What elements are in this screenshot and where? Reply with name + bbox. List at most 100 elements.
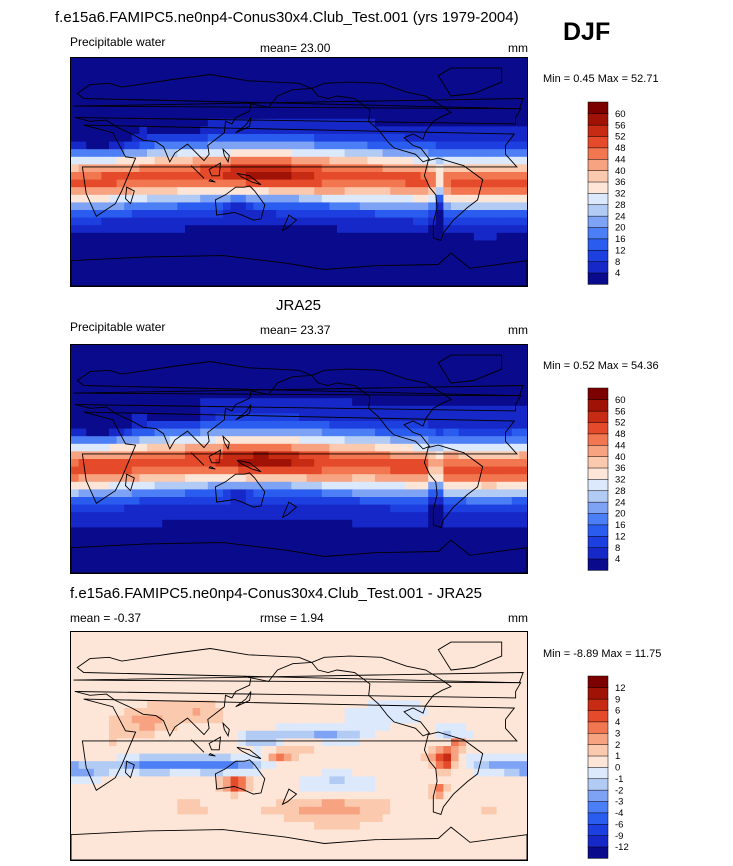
field-cell bbox=[223, 421, 232, 430]
field-cell bbox=[230, 126, 239, 135]
field-cell bbox=[504, 753, 513, 762]
field-cell bbox=[169, 776, 178, 785]
field-cell bbox=[329, 367, 338, 376]
field-cell bbox=[268, 776, 277, 785]
field-cell bbox=[245, 738, 254, 747]
field-cell bbox=[109, 383, 118, 392]
field-cell bbox=[268, 405, 277, 414]
field-cell bbox=[207, 654, 216, 663]
field-cell bbox=[306, 519, 315, 528]
field-cell bbox=[185, 542, 194, 551]
field-cell bbox=[261, 489, 270, 498]
field-cell bbox=[519, 512, 527, 521]
field-cell bbox=[306, 126, 315, 135]
field-cell bbox=[71, 768, 80, 777]
field-cell bbox=[177, 225, 186, 234]
field-cell bbox=[116, 489, 125, 498]
field-cell bbox=[101, 421, 110, 430]
field-cell bbox=[481, 383, 490, 392]
field-cell bbox=[413, 232, 422, 241]
field-cell bbox=[329, 375, 338, 384]
field-cell bbox=[359, 761, 368, 770]
field-cell bbox=[253, 73, 262, 82]
field-cell bbox=[185, 723, 194, 732]
field-cell bbox=[496, 248, 505, 257]
field-cell bbox=[321, 504, 330, 513]
field-cell bbox=[443, 700, 452, 709]
field-cell bbox=[375, 398, 384, 407]
field-cell bbox=[101, 451, 110, 460]
field-cell bbox=[230, 156, 239, 165]
field-cell bbox=[230, 217, 239, 226]
field-cell bbox=[496, 550, 505, 559]
field-cell bbox=[397, 753, 406, 762]
field-cell bbox=[78, 210, 87, 219]
field-cell bbox=[375, 164, 384, 173]
coastline bbox=[235, 404, 252, 421]
field-cell bbox=[215, 398, 224, 407]
field-cell bbox=[481, 632, 490, 641]
field-cell bbox=[109, 557, 118, 566]
field-cell bbox=[268, 194, 277, 203]
field-cell bbox=[283, 210, 292, 219]
field-cell bbox=[321, 466, 330, 475]
field-cell bbox=[321, 535, 330, 544]
field-cell bbox=[299, 504, 308, 513]
field-cell bbox=[185, 126, 194, 135]
field-cell bbox=[375, 768, 384, 777]
field-cell bbox=[473, 519, 482, 528]
field-cell bbox=[116, 557, 125, 566]
field-cell bbox=[116, 776, 125, 785]
field-cell bbox=[496, 255, 505, 264]
field-cell bbox=[451, 360, 460, 369]
coastline bbox=[71, 252, 527, 286]
field-cell bbox=[261, 367, 270, 376]
field-cell bbox=[147, 700, 156, 709]
field-cell bbox=[321, 550, 330, 559]
field-cell bbox=[504, 466, 513, 475]
field-cell bbox=[367, 489, 376, 498]
field-cell bbox=[116, 768, 125, 777]
field-cell bbox=[215, 466, 224, 475]
field-cell bbox=[306, 398, 315, 407]
field-cell bbox=[337, 565, 346, 573]
field-cell bbox=[420, 761, 429, 770]
field-cell bbox=[245, 466, 254, 475]
field-cell bbox=[283, 692, 292, 701]
field-cell bbox=[200, 217, 209, 226]
field-cell bbox=[223, 367, 232, 376]
field-cell bbox=[352, 360, 361, 369]
field-cell bbox=[147, 730, 156, 739]
field-cell bbox=[314, 519, 323, 528]
field-cell bbox=[397, 708, 406, 717]
field-cell bbox=[519, 217, 527, 226]
field-cell bbox=[200, 565, 209, 573]
field-cell bbox=[93, 474, 102, 483]
field-cell bbox=[238, 565, 247, 573]
field-cell bbox=[154, 730, 163, 739]
field-cell bbox=[359, 715, 368, 724]
field-cell bbox=[435, 240, 444, 249]
field-cell bbox=[139, 753, 148, 762]
field-cell bbox=[443, 746, 452, 755]
field-cell bbox=[390, 632, 399, 641]
field-cell bbox=[276, 746, 285, 755]
field-cell bbox=[86, 466, 95, 475]
field-cell bbox=[200, 240, 209, 249]
field-cell bbox=[451, 111, 460, 120]
field-cell bbox=[223, 345, 232, 354]
field-cell bbox=[314, 413, 323, 422]
field-cell bbox=[192, 459, 201, 468]
field-cell bbox=[261, 459, 270, 468]
field-cell bbox=[101, 240, 110, 249]
field-cell bbox=[382, 565, 391, 573]
field-cell bbox=[306, 73, 315, 82]
field-cell bbox=[116, 202, 125, 211]
field-cell bbox=[329, 217, 338, 226]
field-cell bbox=[71, 164, 80, 173]
field-cell bbox=[192, 443, 201, 452]
field-cell bbox=[306, 497, 315, 506]
field-cell bbox=[200, 375, 209, 384]
field-cell bbox=[306, 535, 315, 544]
field-cell bbox=[116, 474, 125, 483]
